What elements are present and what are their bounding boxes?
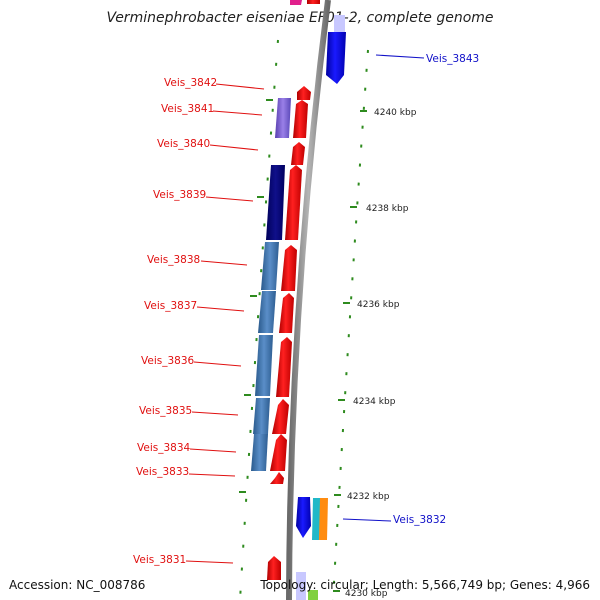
gene-label-veis-3842[interactable]: Veis_3842: [164, 77, 217, 89]
tick-label-4236: 4236 kbp: [357, 300, 400, 310]
leader-line: [215, 83, 265, 90]
outer-ruler-major-ticks: [333, 110, 367, 592]
gene-label-veis-3843[interactable]: Veis_3843: [426, 53, 479, 65]
cds-feature[interactable]: [296, 497, 311, 538]
leader-line: [342, 518, 392, 522]
cds-feature[interactable]: [255, 335, 273, 396]
cds-feature[interactable]: [266, 165, 285, 240]
cds-feature[interactable]: [272, 399, 289, 434]
gene-label-veis-3834[interactable]: Veis_3834: [137, 442, 191, 454]
gene-label-veis-3837[interactable]: Veis_3837: [144, 300, 197, 312]
tick-label-4238: 4238 kbp: [366, 204, 409, 214]
cds-feature[interactable]: [296, 572, 306, 600]
leader-line: [205, 196, 254, 202]
leader-line: [200, 260, 248, 266]
gene-label-veis-3836[interactable]: Veis_3836: [141, 355, 195, 367]
leader-line: [212, 110, 263, 116]
gene-labels: Veis_3843 Veis_3842 Veis_3841 Veis_3840 …: [133, 53, 479, 566]
cds-feature[interactable]: [285, 165, 302, 240]
cds-feature[interactable]: [275, 98, 291, 138]
tick-label-4232: 4232 kbp: [347, 492, 390, 502]
gene-label-veis-3841[interactable]: Veis_3841: [161, 103, 214, 115]
cds-feature[interactable]: [290, 0, 302, 5]
tick-label-4230: 4230 kbp: [345, 589, 388, 599]
cds-feature[interactable]: [334, 15, 345, 32]
gene-label-veis-3831[interactable]: Veis_3831: [133, 554, 186, 566]
outer-ruler: [332, 49, 369, 600]
forward-strand-features: [267, 0, 320, 580]
outer-side-features: [296, 15, 346, 600]
inner-ruler-major-ticks: [239, 99, 273, 493]
leader-line: [188, 473, 236, 477]
cds-feature[interactable]: [261, 242, 279, 290]
accession-text: Accession: NC_008786: [9, 578, 146, 592]
cds-feature[interactable]: [281, 245, 297, 291]
cds-feature[interactable]: [312, 498, 321, 540]
cds-feature[interactable]: [291, 142, 305, 165]
cds-feature[interactable]: [270, 434, 287, 471]
gene-label-veis-3832[interactable]: Veis_3832: [393, 514, 446, 526]
tick-label-4240: 4240 kbp: [374, 108, 417, 118]
cds-feature[interactable]: [279, 293, 294, 333]
leader-line: [189, 448, 237, 453]
leader-line: [185, 560, 234, 564]
gene-label-veis-3839[interactable]: Veis_3839: [153, 189, 206, 201]
cds-feature[interactable]: [293, 100, 308, 138]
tick-label-4234: 4234 kbp: [353, 397, 396, 407]
leader-line: [196, 306, 245, 312]
gene-label-veis-3835[interactable]: Veis_3835: [139, 405, 192, 417]
cds-feature[interactable]: [276, 337, 292, 397]
gene-label-veis-3840[interactable]: Veis_3840: [157, 138, 210, 150]
cds-feature[interactable]: [307, 0, 320, 4]
cds-feature[interactable]: [319, 498, 328, 540]
cds-feature[interactable]: [251, 434, 268, 471]
genome-backbone: [286, 0, 331, 600]
cds-feature[interactable]: [326, 32, 346, 84]
map-title: Verminephrobacter eiseniae EF01-2, compl…: [106, 10, 493, 26]
cds-feature[interactable]: [297, 86, 311, 100]
gene-label-veis-3833[interactable]: Veis_3833: [136, 466, 189, 478]
cds-feature[interactable]: [308, 590, 318, 600]
leader-line: [193, 361, 242, 367]
cds-feature[interactable]: [267, 556, 281, 580]
cds-feature[interactable]: [270, 472, 284, 484]
cds-feature[interactable]: [253, 398, 270, 434]
leader-line: [375, 54, 425, 59]
cds-feature[interactable]: [258, 291, 276, 333]
leader-line: [209, 144, 259, 151]
gene-label-veis-3838[interactable]: Veis_3838: [147, 254, 200, 266]
leader-line: [191, 411, 239, 416]
genome-info-text: Topology: circular; Length: 5,566,749 bp…: [260, 578, 590, 592]
inner-strand-features: [251, 98, 291, 471]
